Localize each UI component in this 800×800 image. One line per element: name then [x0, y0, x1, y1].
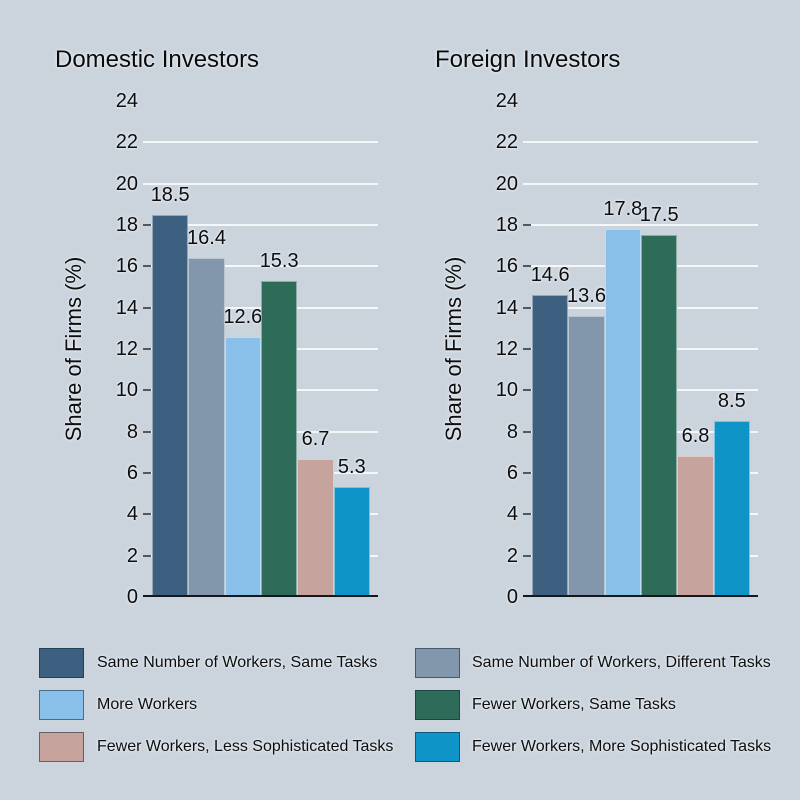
y-axis-tick-mark	[523, 306, 531, 309]
y-axis-tick-mark	[143, 306, 151, 309]
chart-title: Domestic Investors	[55, 46, 260, 73]
bar	[224, 336, 261, 597]
x-axis-baseline	[143, 595, 378, 597]
y-axis-tick-mark	[143, 513, 151, 516]
bar	[333, 487, 370, 597]
chart-domestic-investors: Domestic Investors Share of Firms (%) 18…	[30, 0, 410, 640]
gridline	[523, 224, 758, 226]
legend-label: Same Number of Workers, Different Tasks	[472, 654, 771, 671]
legend-swatch	[415, 648, 460, 678]
bar	[532, 295, 569, 597]
bar-value-label: 6.8	[681, 425, 710, 448]
bar-value-label: 12.6	[223, 305, 263, 328]
bar-value-label: 8.5	[717, 390, 746, 413]
legend-label: Fewer Workers, More Sophisticated Tasks	[472, 738, 772, 755]
legend-swatch	[39, 690, 84, 720]
y-tick-label: 14	[115, 296, 138, 319]
bar-value-label: 17.8	[603, 198, 643, 221]
y-tick-label: 2	[126, 544, 138, 567]
chart-foreign-investors: Foreign Investors Share of Firms (%) 14.…	[410, 0, 790, 640]
bar-value-label: 6.7	[301, 427, 330, 450]
y-tick-label: 14	[495, 296, 518, 319]
y-axis-tick-mark	[523, 224, 531, 226]
gridline	[143, 224, 378, 226]
y-tick-label: 4	[506, 503, 518, 526]
bar-value-label: 18.5	[150, 183, 190, 206]
y-axis-tick-mark	[523, 265, 531, 268]
y-axis-tick-mark	[143, 348, 151, 350]
x-axis-baseline	[523, 595, 758, 597]
y-axis-tick-mark	[523, 513, 531, 516]
y-axis-tick-mark	[143, 224, 151, 226]
bar	[152, 214, 189, 597]
bar	[568, 315, 605, 597]
y-axis-tick-mark	[523, 472, 531, 474]
gridline	[143, 141, 378, 144]
y-tick-label: 12	[495, 338, 518, 360]
plot-area: 14.6 13.6 17.8 17.5 6.8 8.5	[523, 101, 758, 597]
y-tick-label: 0	[126, 586, 138, 608]
y-tick-label: 24	[115, 90, 138, 112]
y-tick-label: 18	[495, 214, 518, 236]
legend-label: Fewer Workers, Less Sophisticated Tasks	[97, 738, 394, 755]
y-axis-tick-mark	[143, 554, 151, 557]
bar	[261, 280, 298, 597]
bar-value-label: 17.5	[639, 204, 679, 227]
y-tick-label: 6	[126, 462, 138, 484]
legend-swatch	[415, 732, 460, 762]
y-tick-label: 18	[115, 214, 138, 236]
y-tick-label: 12	[115, 338, 138, 360]
y-tick-label: 16	[115, 255, 138, 278]
y-tick-label: 22	[495, 131, 518, 154]
y-tick-label: 16	[495, 255, 518, 278]
plot-area: 18.5 16.4 12.6 15.3 6.7 5.3	[143, 101, 378, 597]
bar	[604, 229, 641, 597]
y-tick-label: 8	[506, 420, 518, 443]
y-axis-tick-mark	[523, 348, 531, 350]
gridline	[143, 265, 378, 268]
y-tick-label: 0	[506, 586, 518, 608]
y-tick-label: 4	[126, 503, 138, 526]
bar-value-label: 13.6	[567, 284, 606, 307]
legend-swatch	[415, 690, 460, 720]
bar	[297, 458, 334, 597]
y-axis-tick-mark	[523, 554, 531, 557]
bar-value-label: 16.4	[187, 227, 226, 250]
y-tick-label: 20	[115, 172, 138, 195]
y-axis-tick-mark	[523, 389, 531, 392]
legend-label: Same Number of Workers, Same Tasks	[97, 654, 378, 671]
y-axis-tick-mark	[523, 430, 531, 433]
gridline	[143, 306, 378, 309]
y-tick-label: 20	[495, 172, 518, 195]
y-axis-tick-mark	[143, 430, 151, 433]
legend-swatch	[39, 732, 84, 762]
bar	[188, 258, 225, 597]
gridline	[143, 182, 378, 185]
y-axis-tick-mark	[143, 265, 151, 268]
gridline	[523, 141, 758, 144]
bar-value-label: 5.3	[337, 456, 366, 479]
y-axis-tick-mark	[143, 472, 151, 474]
y-tick-label: 6	[506, 462, 518, 484]
y-tick-label: 24	[495, 90, 518, 112]
legend-swatch	[39, 648, 84, 678]
legend-label: More Workers	[97, 696, 198, 713]
chart-title: Foreign Investors	[435, 46, 621, 73]
y-axis-tick-mark	[143, 389, 151, 392]
legend-label: Fewer Workers, Same Tasks	[472, 696, 676, 713]
y-tick-label: 22	[115, 131, 138, 154]
y-tick-label: 8	[126, 420, 138, 443]
bar-value-label: 14.6	[530, 264, 570, 287]
y-tick-label: 10	[115, 379, 138, 402]
bar	[677, 456, 714, 597]
bar	[713, 421, 750, 597]
bar	[641, 235, 678, 597]
bar-value-label: 15.3	[259, 249, 299, 272]
y-tick-label: 2	[506, 544, 518, 567]
gridline	[523, 182, 758, 185]
y-tick-label: 10	[495, 379, 518, 402]
